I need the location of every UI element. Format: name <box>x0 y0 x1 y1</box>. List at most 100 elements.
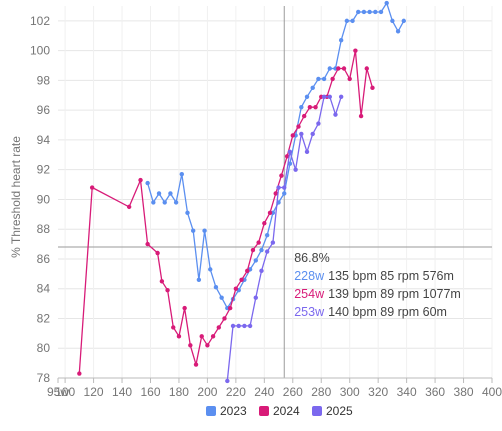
data-point[interactable] <box>296 124 301 129</box>
data-point[interactable] <box>213 285 219 290</box>
data-point[interactable] <box>338 38 344 43</box>
data-point[interactable] <box>138 177 143 183</box>
data-point[interactable] <box>193 362 199 367</box>
data-point[interactable] <box>256 240 261 245</box>
data-point[interactable] <box>259 268 264 274</box>
data-point[interactable] <box>168 191 173 196</box>
data-point[interactable] <box>347 76 352 82</box>
data-point[interactable] <box>310 85 315 91</box>
data-point[interactable] <box>227 305 233 311</box>
data-point[interactable] <box>205 343 210 348</box>
data-point[interactable] <box>199 334 204 339</box>
data-point[interactable] <box>304 94 310 99</box>
data-point[interactable] <box>202 228 207 233</box>
data-point[interactable] <box>208 267 213 272</box>
data-point[interactable] <box>356 9 361 15</box>
data-point[interactable] <box>182 305 187 311</box>
data-point[interactable] <box>367 9 372 15</box>
data-point[interactable] <box>242 323 247 329</box>
data-point[interactable] <box>173 200 179 205</box>
data-point[interactable] <box>145 241 150 247</box>
data-point[interactable] <box>216 325 221 330</box>
data-point[interactable] <box>344 18 350 24</box>
data-point[interactable] <box>156 191 162 196</box>
legend-item-2023[interactable]: 2023 <box>206 404 247 418</box>
data-point[interactable] <box>145 180 150 186</box>
data-point[interactable] <box>290 133 295 138</box>
data-point[interactable] <box>301 113 307 119</box>
data-point[interactable] <box>279 173 284 178</box>
data-point[interactable] <box>159 279 165 284</box>
data-point[interactable] <box>310 131 315 137</box>
data-point[interactable] <box>155 250 160 256</box>
data-point[interactable] <box>89 185 95 190</box>
data-point[interactable] <box>361 9 367 15</box>
data-point[interactable] <box>222 316 227 321</box>
data-point[interactable] <box>190 228 196 233</box>
data-point[interactable] <box>333 112 338 117</box>
data-point[interactable] <box>250 247 256 253</box>
data-point[interactable] <box>327 66 332 71</box>
data-point[interactable] <box>282 185 287 190</box>
data-point[interactable] <box>336 66 341 71</box>
data-point[interactable] <box>233 286 239 291</box>
data-point[interactable] <box>378 9 384 15</box>
data-point[interactable] <box>264 249 270 254</box>
legend-item-2025[interactable]: 2025 <box>312 404 353 418</box>
legend-item-2024[interactable]: 2024 <box>259 404 300 418</box>
data-point[interactable] <box>151 200 156 205</box>
data-point[interactable] <box>370 85 375 91</box>
data-point[interactable] <box>259 247 264 253</box>
data-point[interactable] <box>287 161 293 166</box>
data-point[interactable] <box>299 131 304 137</box>
data-point[interactable] <box>284 154 290 159</box>
data-point[interactable] <box>364 66 369 71</box>
data-point[interactable] <box>282 191 287 196</box>
data-point[interactable] <box>245 268 250 274</box>
data-point[interactable] <box>299 104 304 110</box>
data-point[interactable] <box>327 94 332 99</box>
data-point[interactable] <box>321 76 327 82</box>
data-point[interactable] <box>262 221 267 226</box>
data-point[interactable] <box>313 104 318 110</box>
data-point[interactable] <box>239 277 244 282</box>
data-point[interactable] <box>338 94 344 99</box>
data-point[interactable] <box>171 325 176 330</box>
data-point[interactable] <box>353 48 358 53</box>
data-point[interactable] <box>390 18 395 24</box>
data-point[interactable] <box>350 18 355 24</box>
data-point[interactable] <box>176 334 182 339</box>
data-point[interactable] <box>210 334 216 339</box>
data-point[interactable] <box>230 323 236 329</box>
data-point[interactable] <box>162 200 167 205</box>
data-point[interactable] <box>225 378 230 384</box>
data-point[interactable] <box>358 113 364 119</box>
data-point[interactable] <box>293 167 298 172</box>
data-point[interactable] <box>316 76 321 82</box>
data-point[interactable] <box>165 288 170 293</box>
data-point[interactable] <box>287 149 293 155</box>
data-point[interactable] <box>304 149 310 155</box>
data-point[interactable] <box>276 185 281 190</box>
data-point[interactable] <box>267 210 273 216</box>
data-point[interactable] <box>264 232 270 238</box>
data-point[interactable] <box>307 104 313 110</box>
data-point[interactable] <box>126 204 132 210</box>
data-point[interactable] <box>185 210 190 216</box>
data-point[interactable] <box>401 18 406 24</box>
data-point[interactable] <box>384 0 389 6</box>
data-point[interactable] <box>219 295 224 300</box>
data-point[interactable] <box>373 9 378 15</box>
data-point[interactable] <box>179 171 184 177</box>
data-point[interactable] <box>196 277 202 282</box>
data-point[interactable] <box>330 76 335 82</box>
data-point[interactable] <box>188 343 193 348</box>
data-point[interactable] <box>236 323 241 329</box>
data-point[interactable] <box>395 29 401 34</box>
data-point[interactable] <box>247 323 253 329</box>
data-point[interactable] <box>321 94 327 99</box>
legend[interactable]: 2023 2024 2025 <box>206 404 353 418</box>
data-point[interactable] <box>270 240 276 245</box>
data-point[interactable] <box>253 295 258 300</box>
data-point[interactable] <box>273 191 278 196</box>
